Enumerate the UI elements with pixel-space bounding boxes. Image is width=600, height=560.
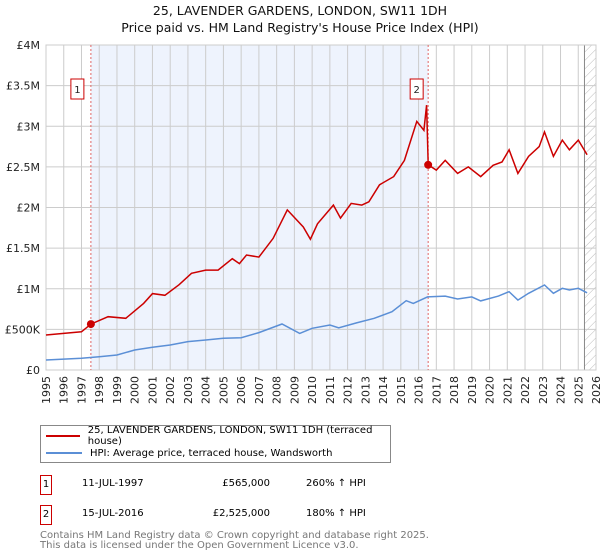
legend-item-hpi: HPI: Average price, terraced house, Wand… <box>41 445 332 461</box>
x-tick-label: 2019 <box>466 376 479 404</box>
chart-title: 25, LAVENDER GARDENS, LONDON, SW11 1DH <box>152 3 448 18</box>
x-tick-label: 2002 <box>164 376 177 404</box>
x-tick-label: 2010 <box>306 376 319 404</box>
sale-price: £565,000 <box>222 478 270 489</box>
legend-item-property: 25, LAVENDER GARDENS, LONDON, SW11 1DH (… <box>41 425 390 447</box>
x-tick-label: 2013 <box>359 376 372 404</box>
sale-date: 15-JUL-2016 <box>82 508 144 519</box>
sale-point <box>86 320 95 329</box>
x-tick-label: 2018 <box>448 376 461 404</box>
annotation-label: 1 <box>74 85 80 96</box>
x-tick-label: 2001 <box>146 376 159 404</box>
annotation-box <box>70 78 85 100</box>
annotation-label: 2 <box>413 85 419 96</box>
x-tick-label: 2020 <box>484 376 497 404</box>
sale-date: 11-JUL-1997 <box>82 478 144 489</box>
x-tick-label: 2021 <box>501 376 514 404</box>
x-tick-label: 2006 <box>235 376 248 404</box>
property-series-line <box>45 105 588 336</box>
y-tick-label: £0 <box>26 364 40 377</box>
x-tick-label: 1997 <box>75 376 88 404</box>
sale-row: 2 15-JUL-2016 £2,525,000 180% ↑ HPI <box>40 505 440 525</box>
x-tick-label: 2024 <box>555 376 568 404</box>
sale-marker-badge: 1 <box>40 475 52 495</box>
legend-label: 25, LAVENDER GARDENS, LONDON, SW11 1DH (… <box>87 425 373 447</box>
legend: 25, LAVENDER GARDENS, LONDON, SW11 1DH (… <box>40 425 391 463</box>
x-tick-label: 1999 <box>111 376 124 404</box>
x-tick-label: 2022 <box>519 376 532 404</box>
x-tick-label: 2016 <box>413 376 426 404</box>
y-tick-label: £2.5M <box>6 161 40 174</box>
x-tick-label: 2005 <box>217 376 230 404</box>
x-tick-label: 2007 <box>253 376 266 404</box>
sale-row: 1 11-JUL-1997 £565,000 260% ↑ HPI <box>40 475 440 495</box>
x-tick-label: 2008 <box>271 376 284 404</box>
x-tick-label: 2026 <box>590 376 600 404</box>
y-tick-label: £1M <box>17 283 41 296</box>
y-tick-label: £500K <box>5 323 41 336</box>
sale-hpi: 180% ↑ HPI <box>306 508 366 519</box>
sale-price: £2,525,000 <box>212 508 270 519</box>
x-tick-label: 2015 <box>395 376 408 404</box>
y-tick-label: £3M <box>17 120 41 133</box>
red-line-swatch <box>46 435 80 437</box>
x-tick-label: 1998 <box>93 376 106 404</box>
legend-label: HPI: Average price, terraced house, Wand… <box>90 447 333 459</box>
x-tick-label: 2004 <box>200 376 213 404</box>
y-tick-label: £1.5M <box>6 242 40 255</box>
x-tick-label: 2014 <box>377 376 390 404</box>
x-tick-label: 2012 <box>342 376 355 404</box>
annotation-box <box>409 78 424 100</box>
x-tick-label: 2009 <box>288 376 301 404</box>
x-tick-label: 2023 <box>537 376 550 404</box>
x-tick-label: 1995 <box>40 376 53 404</box>
chart-subtitle: Price paid vs. HM Land Registry's House … <box>121 20 479 35</box>
y-tick-label: £4M <box>17 39 41 52</box>
y-tick-label: £3.5M <box>6 80 40 93</box>
x-tick-label: 2000 <box>129 376 142 404</box>
sale-marker-badge: 2 <box>40 505 52 525</box>
x-tick-label: 2003 <box>182 376 195 404</box>
footer-copyright: Contains HM Land Registry data © Crown c… <box>40 530 429 541</box>
y-tick-label: £2M <box>17 202 41 215</box>
blue-line-swatch <box>46 452 82 454</box>
sale-hpi: 260% ↑ HPI <box>306 478 366 489</box>
plot-border <box>45 44 597 371</box>
price-chart: 1995 1996 1997 1998 1999 2000 2001 2002 2003 2004… <box>5 39 600 404</box>
x-tick-label: 1996 <box>58 376 71 404</box>
sale-point <box>424 160 433 169</box>
x-tick-label: 2025 <box>572 376 585 404</box>
x-tick-label: 2011 <box>324 376 337 404</box>
x-tick-label: 2017 <box>430 376 443 404</box>
footer-licence: This data is licensed under the Open Gov… <box>40 540 359 551</box>
hpi-series-line <box>45 284 588 361</box>
